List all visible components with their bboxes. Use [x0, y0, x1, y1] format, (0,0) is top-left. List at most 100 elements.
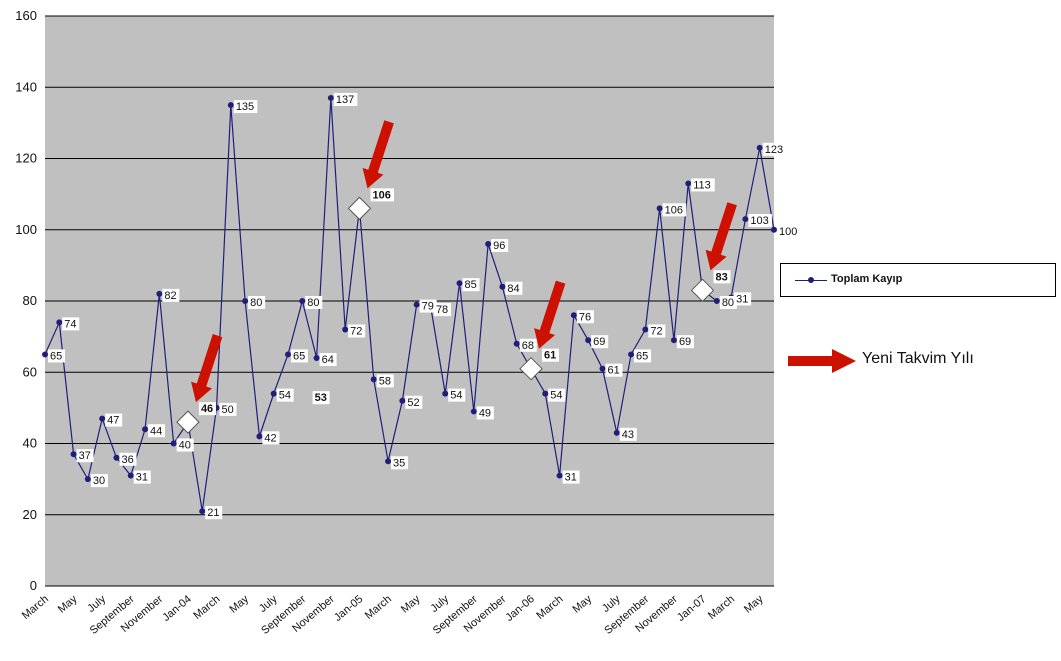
data-label: 137: [336, 94, 354, 106]
y-tick-label: 60: [23, 364, 37, 379]
data-label: 40: [179, 440, 191, 452]
data-label-bg: [291, 349, 308, 363]
data-label: 123: [765, 144, 783, 156]
data-point: [42, 351, 48, 358]
data-point: [642, 326, 649, 333]
red-arrow: [705, 202, 737, 271]
data-label: 58: [379, 375, 391, 387]
data-point: [413, 301, 420, 308]
data-label: 43: [622, 429, 634, 441]
data-label: 84: [507, 283, 519, 295]
y-axis-ticks: 0 20 40 60 80 100 120 140 160: [15, 8, 37, 593]
x-tick-label: May: [227, 593, 251, 616]
data-point: [313, 355, 320, 361]
data-label: 61: [607, 365, 619, 377]
y-tick-label: 160: [15, 8, 37, 23]
data-point: [70, 451, 77, 458]
legend: Toplam Kayıp: [780, 263, 1056, 297]
data-point: [628, 351, 635, 358]
data-point: [556, 472, 563, 479]
data-point: [270, 390, 277, 397]
data-point: [756, 144, 763, 151]
data-label-bg: [576, 310, 594, 324]
x-tick-label: July: [428, 593, 451, 615]
highlighted-point: [519, 356, 543, 381]
x-tick-label: May: [570, 593, 594, 616]
annotation-arrows: [191, 120, 737, 403]
data-label-bg: [662, 203, 687, 217]
data-point: [470, 408, 477, 415]
red-arrow: [191, 334, 223, 403]
y-tick-label: 20: [23, 507, 37, 522]
data-point: [113, 454, 120, 461]
data-point: [442, 390, 449, 397]
data-label-bg: [62, 317, 80, 331]
data-label: 30: [93, 475, 105, 487]
y-tick-label: 0: [30, 578, 37, 593]
data-label-bg: [76, 449, 94, 463]
data-point: [227, 102, 234, 109]
data-label: 21: [207, 507, 219, 519]
data-point: [299, 298, 306, 304]
data-label-bg: [676, 335, 694, 349]
data-label-bg: [105, 413, 123, 427]
data-label: 52: [407, 397, 419, 409]
data-label: 82: [164, 290, 176, 302]
data-label-bg: [198, 402, 216, 416]
data-label: 31: [736, 293, 748, 305]
data-label: 68: [522, 340, 534, 352]
x-tick-label: Jan-06: [503, 593, 536, 624]
data-label-bg: [605, 363, 623, 377]
x-axis-ticks: March May JulySeptemberNovemberJan-04March…: [20, 593, 766, 637]
data-label: 106: [665, 204, 683, 216]
data-label-bg: [648, 324, 666, 338]
data-label-bg: [691, 178, 715, 192]
data-point: [84, 476, 91, 483]
data-label: 80: [307, 297, 319, 309]
data-point: [613, 429, 620, 436]
highlighted-point: [690, 278, 715, 303]
x-tick-label: Jan-05: [332, 593, 365, 624]
data-label: 96: [493, 240, 505, 252]
y-tick-label: 80: [23, 293, 37, 308]
data-label-bg: [276, 388, 294, 402]
data-point: [685, 180, 692, 187]
annotation-text: Yeni Takvim Yılı: [862, 350, 974, 367]
x-tick-label: March: [191, 593, 222, 622]
data-label: 36: [121, 454, 133, 466]
data-label-bg: [519, 338, 537, 352]
data-label-bg: [505, 281, 523, 295]
red-arrow: [362, 120, 394, 189]
data-label: 42: [264, 432, 276, 444]
x-tick-label: July: [85, 593, 108, 615]
data-label-bg: [548, 388, 566, 402]
x-tick-label: July: [600, 593, 623, 615]
data-label-bg: [719, 296, 737, 309]
data-label-bg: [370, 188, 394, 202]
data-point: [542, 390, 549, 397]
data-point: [370, 376, 377, 383]
data-point: [456, 280, 463, 287]
data-label-bg: [233, 100, 258, 114]
x-tick-label: March: [706, 593, 737, 622]
data-point: [385, 458, 392, 465]
data-point: [485, 241, 492, 247]
data-label: 47: [107, 415, 119, 427]
data-label-bg: [634, 349, 652, 363]
legend-label: Toplam Kayıp: [831, 273, 903, 285]
x-tick-label: March: [20, 593, 51, 622]
data-point: [327, 94, 334, 101]
data-point: [513, 340, 520, 347]
data-label-bg: [305, 296, 323, 309]
data-label: 83: [716, 271, 728, 283]
y-tick-label: 40: [23, 436, 37, 451]
data-point: [199, 508, 206, 515]
red-arrow-shape: [534, 280, 566, 349]
data-label: 78: [436, 304, 448, 316]
data-point: [99, 415, 106, 422]
data-label: 65: [50, 350, 62, 362]
red-arrow: [534, 280, 566, 349]
data-label: 53: [315, 392, 327, 404]
data-label: 64: [322, 354, 334, 366]
